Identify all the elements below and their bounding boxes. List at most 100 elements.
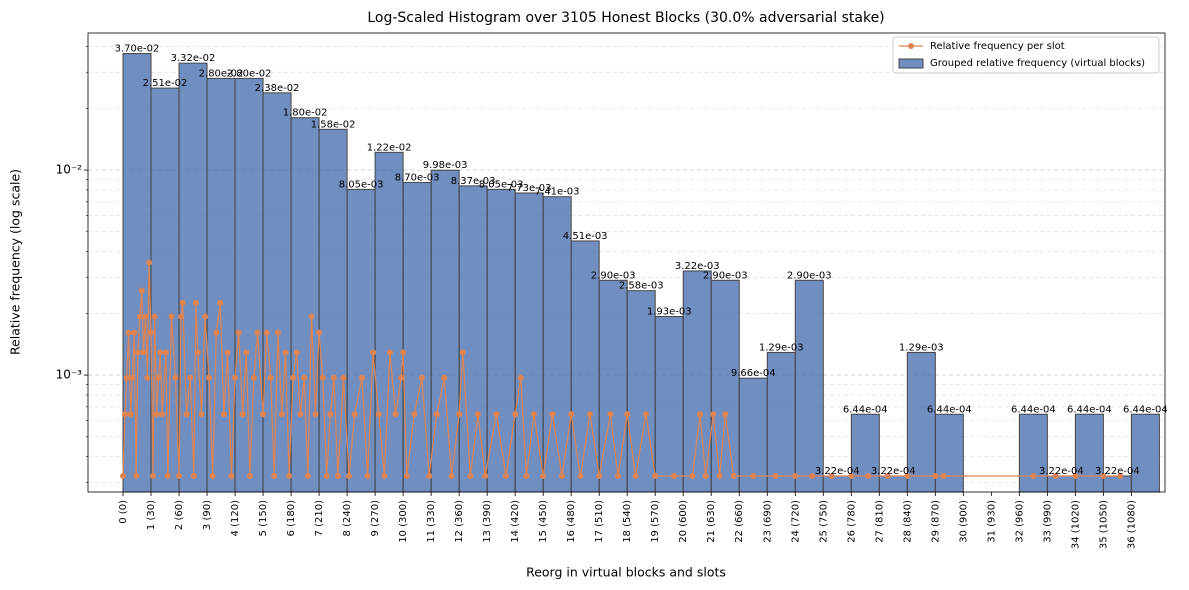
bar [290, 117, 320, 493]
bar [654, 316, 684, 493]
value-label: 2.80e-02 [199, 68, 244, 79]
point [142, 313, 149, 320]
point [433, 411, 440, 418]
point [400, 349, 407, 356]
x-tick-label: 20 (600) [678, 500, 689, 543]
value-label: 3.22e-04 [1095, 466, 1140, 477]
point [263, 329, 270, 336]
x-tick-label: 10 (300) [398, 500, 409, 543]
point [149, 472, 156, 479]
bar [766, 351, 796, 493]
value-label: 6.44e-04 [1011, 404, 1056, 415]
value-label: 2.90e-03 [703, 270, 748, 281]
point [282, 349, 289, 356]
value-label: 3.22e-04 [1039, 466, 1084, 477]
point [512, 411, 519, 418]
value-label: 8.37e-03 [451, 176, 496, 187]
point [308, 313, 315, 320]
point [614, 472, 621, 479]
y-tick-label: 10⁻² [56, 163, 83, 177]
point [168, 313, 175, 320]
bar [682, 270, 712, 493]
x-tick-label: 0 (0) [118, 500, 129, 524]
point [398, 374, 405, 381]
point [209, 472, 216, 479]
x-tick-label: 26 (780) [846, 500, 857, 543]
point [577, 472, 584, 479]
value-label: 1.29e-03 [899, 342, 944, 353]
point [697, 411, 704, 418]
value-label: 9.66e-04 [731, 368, 776, 379]
bar [794, 279, 824, 493]
value-label: 2.90e-03 [591, 270, 636, 281]
point [474, 411, 481, 418]
point [202, 313, 209, 320]
x-tick-label: 33 (990) [1042, 500, 1053, 543]
x-tick-label: 17 (510) [594, 500, 605, 543]
value-label: 3.22e-04 [815, 466, 860, 477]
point [224, 349, 231, 356]
x-tick-label: 15 (450) [538, 500, 549, 543]
value-label: 7.73e-03 [507, 183, 552, 194]
x-tick-label: 22 (660) [734, 500, 745, 543]
point [278, 411, 285, 418]
value-label: 1.93e-03 [647, 307, 692, 318]
point [596, 472, 603, 479]
value-label: 1.80e-02 [283, 108, 328, 119]
point [1100, 472, 1107, 479]
point [301, 374, 308, 381]
value-label: 8.05e-03 [339, 179, 384, 190]
point [624, 411, 631, 418]
value-label: 6.44e-04 [1123, 404, 1168, 415]
x-tick-label: 29 (870) [930, 500, 941, 543]
point [386, 349, 393, 356]
point [148, 329, 155, 336]
x-tick-label: 25 (750) [818, 500, 829, 543]
point [750, 472, 757, 479]
lines [120, 259, 1124, 479]
point [448, 472, 455, 479]
point [652, 472, 659, 479]
point [286, 472, 293, 479]
point [159, 411, 166, 418]
point [327, 411, 334, 418]
x-tick-label: 16 (480) [566, 500, 577, 543]
point [568, 411, 575, 418]
point [228, 472, 235, 479]
x-tick-label: 31 (930) [986, 500, 997, 543]
value-label: 4.51e-03 [563, 231, 608, 242]
bar [262, 92, 292, 493]
point [297, 411, 304, 418]
bar [710, 279, 740, 493]
point [482, 472, 489, 479]
value-label: 2.58e-03 [619, 281, 664, 292]
point [418, 374, 425, 381]
bar [570, 240, 600, 493]
point [194, 349, 201, 356]
point [146, 259, 153, 266]
x-tick-label: 1 (30) [146, 500, 157, 530]
bar [1074, 413, 1104, 493]
point [293, 349, 300, 356]
bar [150, 87, 180, 493]
point [403, 472, 410, 479]
point [198, 411, 205, 418]
point [772, 472, 779, 479]
chart-title: Log-Scaled Histogram over 3105 Honest Bl… [367, 10, 884, 26]
point [274, 329, 281, 336]
point [144, 374, 151, 381]
value-label: 1.58e-02 [311, 119, 356, 130]
x-axis-label: Reorg in virtual blocks and slots [526, 565, 726, 580]
point [250, 374, 257, 381]
point [260, 411, 267, 418]
point [459, 349, 466, 356]
x-tick-label: 28 (840) [902, 500, 913, 543]
bar [206, 77, 236, 493]
point [441, 374, 448, 381]
x-tick-label: 4 (120) [230, 500, 241, 537]
x-tick-label: 6 (180) [286, 500, 297, 537]
y-axis-label: Relative frequency (log scale) [8, 169, 23, 355]
point [358, 374, 365, 381]
point [316, 329, 323, 336]
